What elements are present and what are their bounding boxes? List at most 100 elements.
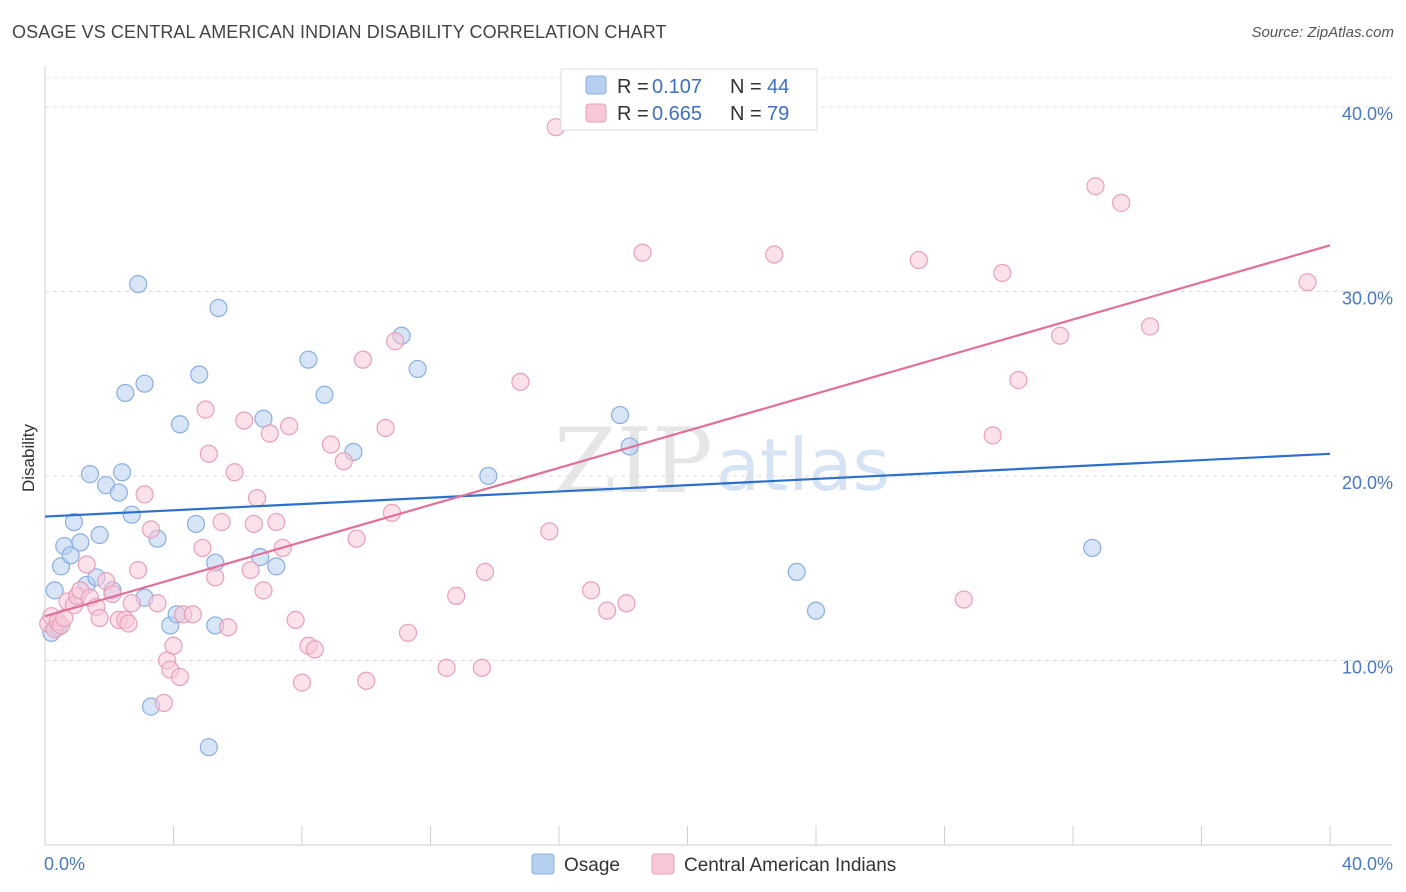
y-axis-label: Disability [19,423,38,492]
legend-n-value-central-american-indians: 79 [767,103,789,125]
legend-r-value-central-american-indians: 0.665 [652,103,702,125]
source-label: Source: ZipAtlas.com [1251,24,1394,41]
point-central-american-indians-46 [280,417,299,436]
point-central-american-indians-37 [225,463,244,482]
point-central-american-indians-43 [260,424,279,443]
legend-n-label-osage: N = [730,76,762,98]
point-central-american-indians-65 [540,522,559,541]
trend-lines [44,244,1331,618]
point-central-american-indians-38 [235,411,254,430]
point-central-american-indians-60 [437,658,456,677]
point-osage-20 [135,374,154,393]
point-central-american-indians-31 [193,538,212,558]
point-central-american-indians-73 [954,590,973,609]
point-central-american-indians-68 [598,601,617,620]
point-central-american-indians-77 [1051,326,1070,345]
axes [44,66,1392,846]
point-central-american-indians-54 [353,350,373,369]
legend-r-label-osage: R = [617,76,649,98]
point-osage-16 [116,383,135,403]
point-central-american-indians-61 [447,586,466,605]
y-tick-label-1: 20.0% [1342,473,1393,493]
point-central-american-indians-22 [141,520,161,539]
point-central-american-indians-63 [476,562,495,582]
y-tick-label-0: 10.0% [1342,657,1393,677]
point-osage-27 [190,365,209,384]
legend-r-value-osage: 0.107 [652,76,702,98]
point-central-american-indians-76 [1009,370,1028,390]
point-central-american-indians-56 [376,418,395,438]
point-osage-11 [90,525,109,545]
point-central-american-indians-80 [1140,317,1160,336]
point-central-american-indians-44 [267,512,286,532]
legend-n-value-osage: 44 [767,76,789,98]
legend-n-label-central-american-indians: N = [730,103,762,125]
point-central-american-indians-69 [617,594,636,613]
point-central-american-indians-72 [909,250,928,270]
series-legend: Osage Central American Indians [531,853,896,876]
point-central-american-indians-51 [321,435,341,454]
point-central-american-indians-32 [196,400,215,419]
point-osage-39 [408,359,427,379]
stats-legend: R = 0.107 N = 44 R = 0.665 N = 79 [560,68,818,131]
series-legend-label-osage: Osage [564,855,620,876]
point-central-american-indians-78 [1086,177,1105,196]
point-central-american-indians-36 [219,618,238,637]
point-osage-15 [112,463,132,482]
point-osage-9 [80,465,100,484]
point-osage-1 [45,581,64,600]
point-central-american-indians-50 [305,640,324,659]
point-osage-5 [61,546,80,565]
point-central-american-indians-67 [582,581,601,600]
point-osage-14 [109,483,128,502]
point-osage-25 [170,415,190,434]
point-central-american-indians-64 [511,372,530,391]
point-osage-45 [1083,538,1102,558]
point-osage-36 [315,385,334,404]
point-osage-40 [479,466,498,486]
point-central-american-indians-81 [1298,273,1317,292]
point-central-american-indians-13 [90,608,109,628]
point-central-american-indians-52 [334,452,353,471]
point-central-american-indians-74 [983,426,1002,445]
point-osage-41 [610,405,630,425]
watermark-atlas: atlas [716,423,890,507]
point-central-american-indians-47 [286,610,305,629]
point-osage-18 [129,274,148,294]
legend-r-label-central-american-indians: R = [617,103,649,125]
point-central-american-indians-34 [206,568,225,587]
point-central-american-indians-20 [129,560,148,580]
point-central-american-indians-48 [292,673,312,692]
point-central-american-indians-41 [247,488,267,508]
point-central-american-indians-62 [472,658,491,677]
point-central-american-indians-30 [183,605,202,624]
point-central-american-indians-27 [164,636,183,655]
y-tick-label-2: 30.0% [1342,288,1393,308]
point-osage-17 [122,505,141,524]
point-osage-6 [64,512,84,532]
point-osage-7 [71,533,90,552]
point-central-american-indians-58 [386,332,405,351]
point-central-american-indians-39 [241,560,260,580]
series-legend-label-central-american-indians: Central American Indians [684,855,896,876]
point-osage-30 [209,298,228,318]
point-osage-28 [199,738,218,757]
legend-swatch-central-american-indians [585,103,607,123]
point-central-american-indians-28 [170,667,190,687]
point-central-american-indians-55 [357,671,376,690]
series-legend-swatch-osage [531,853,555,875]
x-tick-label-1: 40.0% [1342,854,1393,874]
point-osage-34 [267,557,286,576]
x-tick-labels: 0.0% 40.0% [44,854,1393,874]
point-central-american-indians-75 [993,263,1012,283]
point-central-american-indians-24 [154,693,173,713]
series-legend-swatch-central-american-indians [651,853,675,875]
point-central-american-indians-35 [212,512,231,532]
point-central-american-indians-21 [135,485,154,504]
point-central-american-indians-70 [633,243,652,262]
point-central-american-indians-40 [244,514,263,534]
point-central-american-indians-79 [1112,193,1131,212]
point-central-american-indians-23 [148,594,167,613]
trend-line-osage [44,452,1331,518]
